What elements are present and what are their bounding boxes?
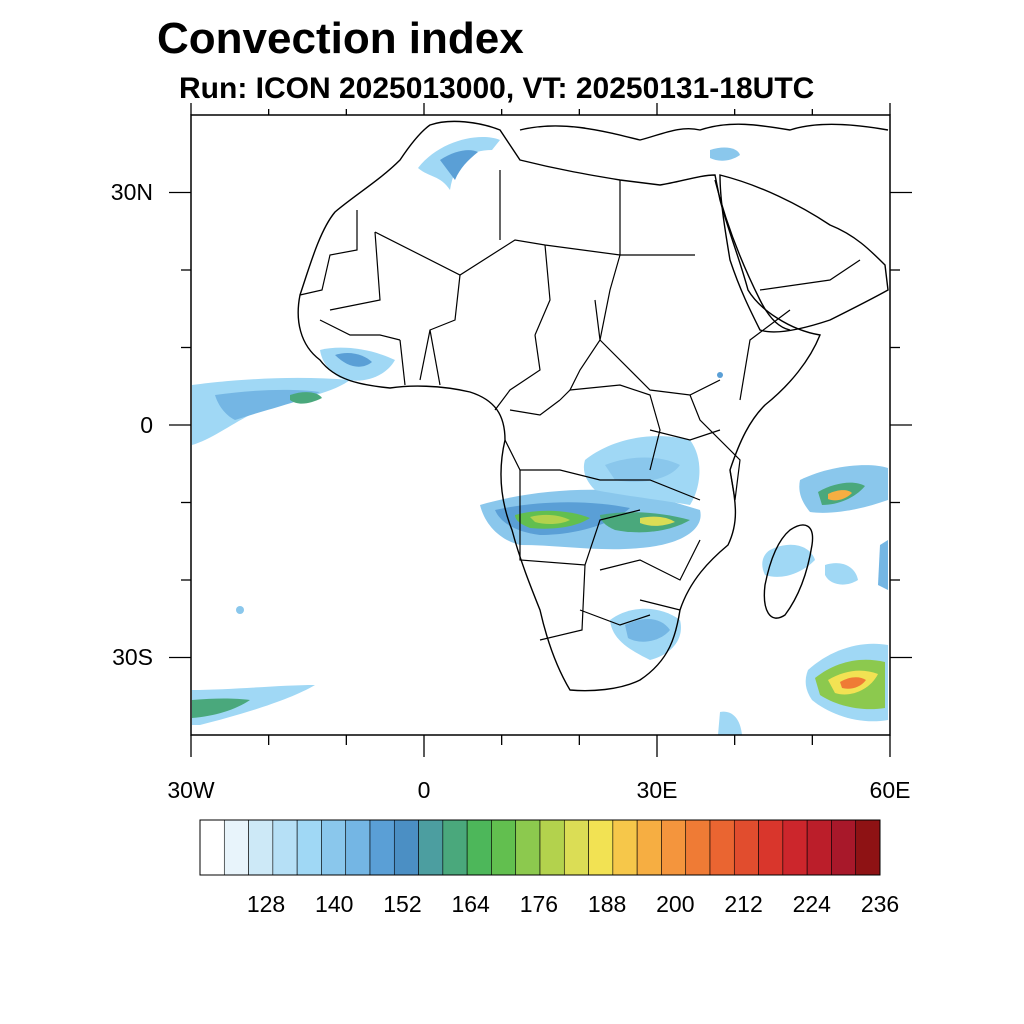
colorbar-label: 188 (588, 891, 626, 917)
colorbar-swatch (782, 819, 808, 876)
run-subtitle: Run: ICON 2025013000, VT: 20250131-18UTC (179, 72, 815, 105)
lon-tick-label-30e: 30E (637, 777, 678, 803)
colorbar-swatch (661, 819, 687, 876)
colorbar-swatch (612, 819, 638, 876)
colorbar-label: 236 (861, 891, 899, 917)
colorbar-swatch (248, 819, 274, 876)
colorbar-label: 164 (451, 891, 490, 917)
lat-tick-label-30s: 30S (112, 644, 153, 670)
colorbar-swatch (806, 819, 832, 876)
colorbar-swatch (563, 819, 589, 876)
colorbar-swatch (733, 819, 759, 876)
colorbar-label: 176 (520, 891, 558, 917)
colorbar-swatch (709, 819, 735, 876)
colorbar-swatch (442, 819, 468, 876)
colorbar-label: 212 (724, 891, 762, 917)
lon-tick-label-60e: 60E (870, 777, 911, 803)
colorbar-label: 200 (656, 891, 694, 917)
convection-patch-south-atlantic (192, 685, 315, 725)
lon-tick-label-30w: 30W (167, 777, 215, 803)
colorbar-swatch (539, 819, 565, 876)
colorbar-swatch (685, 819, 711, 876)
axis-ticks (169, 103, 912, 757)
colorbar-swatch (393, 819, 419, 876)
arabia-coastline (719, 174, 889, 333)
lat-tick-label-0: 0 (140, 412, 153, 438)
coastlines (297, 120, 889, 692)
colorbar-labels: 128 140 152 164 176 188 200 212 224 236 (247, 891, 899, 917)
convection-field (192, 137, 888, 735)
colorbar-label: 224 (793, 891, 832, 917)
convection-patch-atlantic-west (192, 377, 350, 445)
country-borders (299, 170, 861, 641)
colorbar (199, 819, 881, 876)
colorbar-outline (199, 819, 881, 876)
colorbar-swatch (588, 819, 614, 876)
axis-labels: 30W 0 30E 60E 30N 0 30S (111, 179, 911, 803)
colorbar-swatch (272, 819, 298, 876)
colorbar-swatch (369, 819, 395, 876)
colorbar-label: 140 (315, 891, 353, 917)
colorbar-swatch (321, 819, 347, 876)
plot-frame (190, 114, 891, 736)
colorbar-swatch (831, 819, 857, 876)
colorbar-label: 152 (383, 891, 421, 917)
colorbar-swatch (466, 819, 492, 876)
africa-coastline (297, 120, 821, 692)
europe-coastline (519, 123, 889, 141)
lon-tick-label-0: 0 (418, 777, 431, 803)
colorbar-label: 128 (247, 891, 285, 917)
page-title: Convection index (157, 14, 524, 63)
colorbar-swatch (199, 819, 225, 876)
colorbar-swatch (491, 819, 517, 876)
colorbar-swatch (636, 819, 662, 876)
colorbar-swatch (296, 819, 322, 876)
colorbar-swatch (345, 819, 371, 876)
convection-patch-mozambique-channel (762, 544, 815, 577)
colorbar-swatch (855, 819, 881, 876)
colorbar-swatch (418, 819, 444, 876)
madagascar-coastline (763, 524, 814, 619)
colorbar-swatch (515, 819, 541, 876)
colorbar-swatch (223, 819, 249, 876)
lat-tick-label-30n: 30N (111, 179, 153, 205)
colorbar-swatch (758, 819, 784, 876)
red-sea (714, 179, 791, 331)
